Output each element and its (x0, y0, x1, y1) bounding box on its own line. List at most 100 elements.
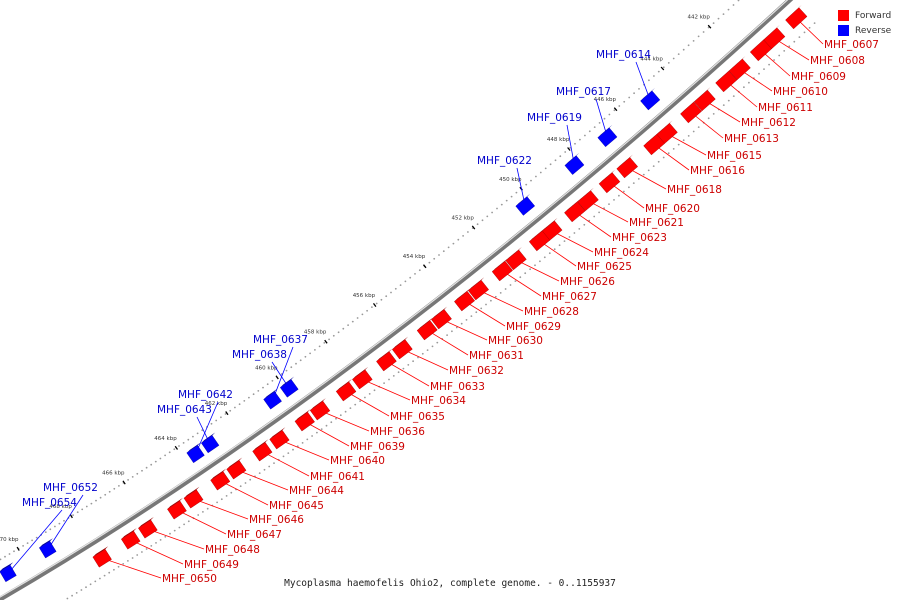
forward-gene-mhf_0630[interactable] (431, 306, 452, 330)
reverse-gene-mhf_0643[interactable] (201, 432, 220, 454)
gene-label-mhf_0644[interactable]: MHF_0644 (289, 485, 344, 497)
forward-gene-mhf_0629[interactable] (454, 288, 475, 312)
forward-gene-mhf_0627[interactable] (491, 258, 513, 282)
reverse-gene-mhf_0638[interactable] (279, 376, 299, 398)
gene-label-mhf_0633[interactable]: MHF_0633 (430, 381, 485, 393)
gene-label-mhf_0640[interactable]: MHF_0640 (330, 455, 385, 467)
reverse-gene-mhf_0617[interactable] (597, 124, 618, 148)
gene-label-mhf_0637[interactable]: MHF_0637 (253, 334, 308, 346)
reverse-gene-mhf_0619[interactable] (564, 152, 585, 175)
gene-label-mhf_0654[interactable]: MHF_0654 (22, 497, 77, 509)
reverse-gene-mhf_0654[interactable] (0, 562, 17, 583)
gene-label-mhf_0607[interactable]: MHF_0607 (824, 39, 879, 51)
gene-label-mhf_0652[interactable]: MHF_0652 (43, 482, 98, 494)
ruler-dot (519, 276, 522, 279)
forward-gene-mhf_0628[interactable] (467, 277, 489, 301)
gene-label-mhf_0648[interactable]: MHF_0648 (205, 544, 260, 556)
reverse-gene-mhf_0637[interactable] (263, 388, 282, 410)
gene-label-mhf_0630[interactable]: MHF_0630 (488, 335, 543, 347)
gene-label-mhf_0615[interactable]: MHF_0615 (707, 150, 762, 162)
gene-label-mhf_0617[interactable]: MHF_0617 (556, 86, 611, 98)
gene-label-mhf_0619[interactable]: MHF_0619 (527, 112, 582, 124)
ruler-dot (455, 326, 458, 329)
gene-label-mhf_0622[interactable]: MHF_0622 (477, 155, 532, 167)
gene-label-mhf_0649[interactable]: MHF_0649 (184, 559, 239, 571)
forward-gene-mhf_0649[interactable] (120, 528, 141, 550)
ruler-tick-label: 452 kbp (452, 216, 475, 222)
gene-label-mhf_0634[interactable]: MHF_0634 (411, 395, 466, 407)
gene-label-mhf_0631[interactable]: MHF_0631 (469, 350, 524, 362)
leader-line (635, 61, 651, 101)
forward-gene-mhf_0648[interactable] (138, 517, 158, 539)
forward-gene-mhf_0618[interactable] (616, 154, 639, 179)
leader-line (760, 50, 791, 77)
forward-gene-mhf_0647[interactable] (167, 497, 187, 520)
gene-label-mhf_0613[interactable]: MHF_0613 (724, 133, 779, 145)
forward-gene-mhf_0625[interactable] (528, 227, 551, 252)
gene-label-mhf_0620[interactable]: MHF_0620 (645, 203, 700, 215)
forward-gene-mhf_0609[interactable] (749, 36, 772, 62)
forward-gene-mhf_0631[interactable] (416, 317, 438, 341)
forward-gene-mhf_0613[interactable] (680, 99, 702, 124)
forward-gene-mhf_0635[interactable] (335, 378, 357, 402)
forward-gene-mhf_0633[interactable] (376, 348, 397, 372)
gene-label-mhf_0628[interactable]: MHF_0628 (524, 306, 579, 318)
gene-label-mhf_0647[interactable]: MHF_0647 (227, 529, 282, 541)
reverse-gene-mhf_0614[interactable] (640, 87, 661, 111)
ruler-dot (743, 86, 745, 89)
forward-gene-mhf_0639[interactable] (294, 409, 315, 432)
forward-gene-mhf_0650[interactable] (92, 546, 112, 568)
gene-label-mhf_0629[interactable]: MHF_0629 (506, 321, 561, 333)
forward-gene-mhf_0636[interactable] (309, 398, 331, 421)
ruler-dot (85, 505, 88, 508)
leader-line (102, 557, 162, 579)
gene-label-mhf_0623[interactable]: MHF_0623 (612, 232, 667, 244)
gene-label-mhf_0641[interactable]: MHF_0641 (310, 471, 365, 483)
gene-label-mhf_0624[interactable]: MHF_0624 (594, 247, 649, 259)
forward-gene-mhf_0640[interactable] (269, 427, 290, 450)
reverse-gene-mhf_0652[interactable] (39, 538, 57, 559)
forward-gene-mhf_0641[interactable] (252, 439, 273, 462)
gene-label-mhf_0636[interactable]: MHF_0636 (370, 426, 425, 438)
gene-label-mhf_0614[interactable]: MHF_0614 (596, 49, 651, 61)
gene-label-mhf_0642[interactable]: MHF_0642 (178, 389, 233, 401)
forward-gene-mhf_0632[interactable] (391, 336, 413, 360)
forward-gene-mhf_0611[interactable] (715, 68, 738, 93)
gene-label-mhf_0621[interactable]: MHF_0621 (629, 217, 684, 229)
forward-gene-mhf_0626[interactable] (505, 247, 527, 271)
gene-label-mhf_0643[interactable]: MHF_0643 (157, 404, 212, 416)
gene-label-mhf_0646[interactable]: MHF_0646 (249, 514, 304, 526)
gene-label-mhf_0608[interactable]: MHF_0608 (810, 55, 865, 67)
leader-line (478, 289, 524, 312)
gene-label-mhf_0618[interactable]: MHF_0618 (667, 184, 722, 196)
forward-gene-mhf_0620[interactable] (598, 169, 621, 194)
forward-gene-mhf_0646[interactable] (183, 486, 204, 509)
gene-label-mhf_0609[interactable]: MHF_0609 (791, 71, 846, 83)
gene-label-mhf_0639[interactable]: MHF_0639 (350, 441, 405, 453)
ruler-dot (131, 476, 134, 478)
reverse-gene-mhf_0622[interactable] (515, 193, 536, 216)
forward-gene-mhf_0634[interactable] (352, 366, 373, 390)
reverse-gene-mhf_0642[interactable] (186, 442, 205, 464)
gene-label-mhf_0610[interactable]: MHF_0610 (773, 86, 828, 98)
forward-gene-mhf_0607[interactable] (785, 4, 808, 30)
gene-label-mhf_0638[interactable]: MHF_0638 (232, 349, 287, 361)
ruler-dot (71, 594, 73, 597)
gene-label-mhf_0645[interactable]: MHF_0645 (269, 500, 324, 512)
gene-label-mhf_0611[interactable]: MHF_0611 (758, 102, 813, 114)
gene-label-mhf_0632[interactable]: MHF_0632 (449, 365, 504, 377)
gene-label-mhf_0635[interactable]: MHF_0635 (390, 411, 445, 423)
gene-label-mhf_0626[interactable]: MHF_0626 (560, 276, 615, 288)
gene-label-mhf_0625[interactable]: MHF_0625 (577, 261, 632, 273)
forward-gene-mhf_0616[interactable] (643, 131, 665, 156)
ruler-dot (216, 501, 219, 504)
forward-gene-mhf_0644[interactable] (226, 457, 247, 480)
forward-gene-mhf_0612[interactable] (693, 87, 716, 112)
forward-gene-mhf_0623[interactable] (564, 198, 586, 223)
forward-gene-mhf_0645[interactable] (210, 468, 231, 491)
gene-label-mhf_0627[interactable]: MHF_0627 (542, 291, 597, 303)
gene-label-mhf_0612[interactable]: MHF_0612 (741, 117, 796, 129)
ruler-dot (579, 138, 581, 141)
gene-label-mhf_0616[interactable]: MHF_0616 (690, 165, 745, 177)
gene-label-mhf_0650[interactable]: MHF_0650 (162, 573, 217, 585)
